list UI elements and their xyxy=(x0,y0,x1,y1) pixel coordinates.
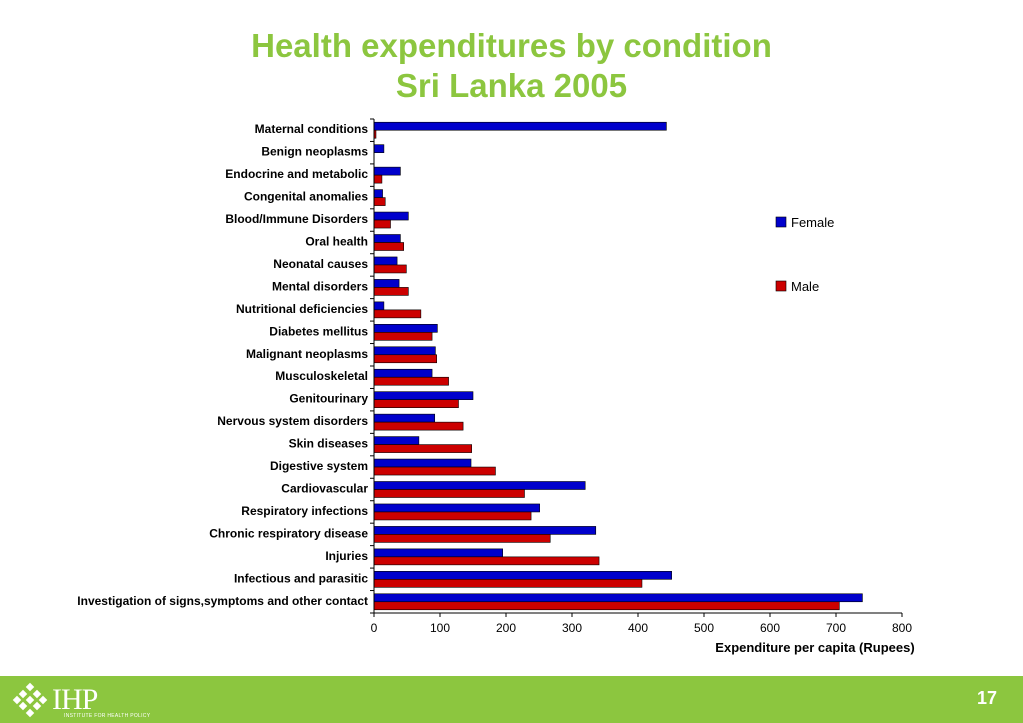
bar-male xyxy=(373,197,386,206)
bar-female xyxy=(373,526,597,535)
bar-male xyxy=(373,174,383,184)
ihp-logo-text: IHP xyxy=(52,683,98,716)
bar-female xyxy=(373,324,438,333)
bar-female xyxy=(373,458,472,468)
bar-female xyxy=(373,481,586,490)
page-number: 17 xyxy=(976,688,997,708)
bar-female xyxy=(373,279,400,288)
bar-female xyxy=(373,593,863,603)
x-tick-label: 0 xyxy=(371,621,378,635)
legend-swatch-female xyxy=(775,216,787,228)
bar-male xyxy=(373,511,532,521)
category-label: Maternal conditions xyxy=(255,122,369,136)
ihp-logo: IHP INSTITUTE FOR HEALTH POLICY xyxy=(12,681,150,719)
x-tick-label: 400 xyxy=(628,621,648,635)
x-tick-label: 700 xyxy=(826,621,846,635)
category-label: Benign neoplasms xyxy=(261,145,368,159)
bar-male xyxy=(373,444,472,453)
bar-female xyxy=(373,144,385,153)
bar-female xyxy=(373,234,401,243)
x-tick-label: 300 xyxy=(562,621,582,635)
category-label: Digestive system xyxy=(270,459,368,473)
category-label: Investigation of signs,symptoms and othe… xyxy=(77,594,368,608)
bar-female xyxy=(373,436,420,445)
category-label: Endocrine and metabolic xyxy=(225,167,368,181)
x-axis-label: Expenditure per capita (Rupees) xyxy=(715,640,914,655)
bar-male xyxy=(373,534,551,543)
chart-title-line-2: Sri Lanka 2005 xyxy=(395,67,628,104)
category-label: Nutritional deficiencies xyxy=(236,302,368,316)
bar-male xyxy=(373,376,449,386)
bar-female xyxy=(373,256,398,266)
legend-label-female: Female xyxy=(791,215,834,230)
category-label: Nervous system disorders xyxy=(217,414,368,428)
bar-male xyxy=(373,264,407,274)
x-tick-label: 800 xyxy=(892,621,912,635)
x-tick-label: 100 xyxy=(430,621,450,635)
category-label: Neonatal causes xyxy=(273,257,368,271)
category-label: Oral health xyxy=(305,235,368,249)
bar-female xyxy=(373,189,383,198)
chart-title-line-1: Health expenditures by condition xyxy=(251,27,772,64)
chart-title: Health expenditures by condition Sri Lan… xyxy=(0,26,1023,106)
bar-female xyxy=(373,368,433,378)
category-label: Mental disorders xyxy=(272,279,368,293)
bar-male xyxy=(373,489,525,498)
category-label: Diabetes mellitus xyxy=(269,324,368,338)
footer-bar: IHP INSTITUTE FOR HEALTH POLICY 17 xyxy=(0,676,1023,723)
bar-male xyxy=(373,399,459,408)
ihp-logo-subtitle: INSTITUTE FOR HEALTH POLICY xyxy=(64,713,151,719)
x-tick-label: 600 xyxy=(760,621,780,635)
bar-male xyxy=(373,309,422,319)
bar-male xyxy=(373,601,840,611)
category-label: Genitourinary xyxy=(289,392,368,406)
category-label: Infectious and parasitic xyxy=(234,571,368,585)
category-label: Chronic respiratory disease xyxy=(209,526,368,540)
bar-female xyxy=(373,391,474,400)
bar-male xyxy=(373,219,391,229)
legend-label-male: Male xyxy=(791,279,819,294)
bar-female xyxy=(373,121,667,131)
bar-female xyxy=(373,301,385,311)
category-label: Respiratory infections xyxy=(241,504,368,518)
category-label: Injuries xyxy=(325,549,368,563)
bar-male xyxy=(373,466,496,476)
bar-chart: Maternal conditions Benign neoplasms Endoc… xyxy=(77,118,915,655)
bar-male xyxy=(373,556,600,566)
category-label: Musculoskeletal xyxy=(275,369,368,383)
x-tick-label: 200 xyxy=(496,621,516,635)
bar-female xyxy=(373,166,401,176)
bar-female xyxy=(373,503,540,513)
bar-female xyxy=(373,211,409,221)
ihp-logo-mark-icon xyxy=(12,682,48,718)
bar-male xyxy=(373,354,438,364)
bar-female xyxy=(373,413,436,423)
legend-swatch-male xyxy=(775,280,787,292)
bar-male xyxy=(373,332,433,341)
bar-female xyxy=(373,346,436,356)
x-tick-label: 500 xyxy=(694,621,714,635)
category-label: Blood/Immune Disorders xyxy=(225,212,368,226)
category-label: Congenital anomalies xyxy=(244,190,368,204)
bar-female xyxy=(373,548,503,558)
category-label: Cardiovascular xyxy=(281,482,368,496)
bar-male xyxy=(373,579,643,588)
bar-female xyxy=(373,571,672,580)
bar-male xyxy=(373,287,409,296)
bar-male xyxy=(373,421,464,431)
category-label: Skin diseases xyxy=(289,437,369,451)
bar-male xyxy=(373,242,405,251)
category-label: Malignant neoplasms xyxy=(246,347,368,361)
